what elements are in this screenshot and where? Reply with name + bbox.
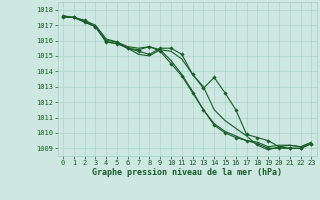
X-axis label: Graphe pression niveau de la mer (hPa): Graphe pression niveau de la mer (hPa) <box>92 168 282 177</box>
